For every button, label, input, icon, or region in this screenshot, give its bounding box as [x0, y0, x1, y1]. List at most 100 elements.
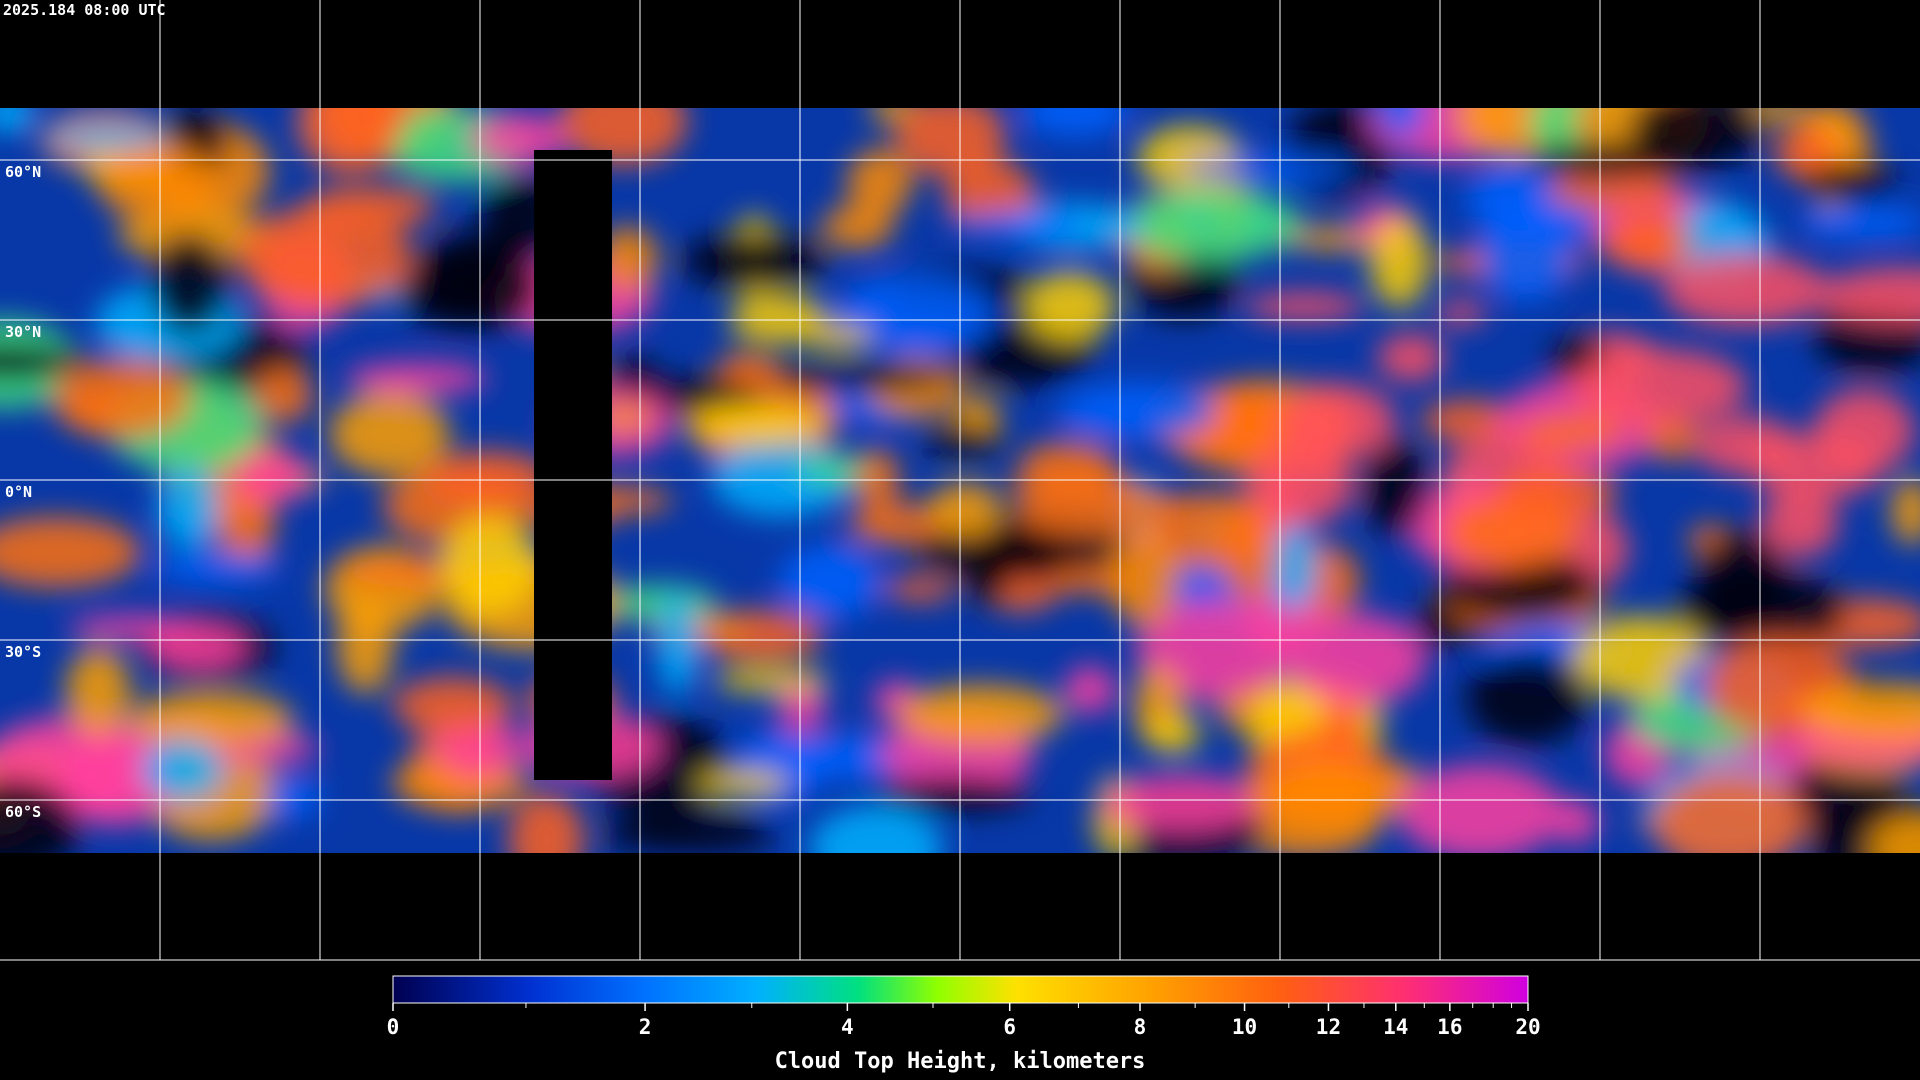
- cloud-blob: [896, 684, 1065, 745]
- cloud-blob: [1552, 798, 1600, 845]
- cloud-blob: [1652, 772, 1808, 853]
- cloud-blob: [1205, 396, 1286, 423]
- cloud-blob: [1803, 162, 1898, 204]
- cloud-blob: [1813, 388, 1915, 474]
- colorbar: 0 2 4 6 8 10 12 14 16 20: [387, 975, 1541, 1039]
- cloud-blob: [0, 108, 35, 134]
- satellite-gap: [534, 150, 612, 780]
- cloud-blob: [1244, 442, 1355, 527]
- cloud-blob: [928, 481, 1003, 538]
- cloud-blob: [716, 352, 779, 381]
- cloud-blob: [1063, 665, 1116, 714]
- cloud-blob: [1377, 333, 1445, 383]
- colorbar-tick-label: 8: [1134, 1015, 1147, 1039]
- cloud-blob: [1220, 499, 1277, 602]
- cloud-blob: [440, 514, 539, 616]
- cloud-blob: [1416, 599, 1458, 648]
- cloud-blob: [1145, 715, 1202, 754]
- cloud-blob: [955, 212, 1085, 238]
- cloud-blob: [1570, 348, 1748, 426]
- cloud-blob: [1185, 155, 1356, 181]
- colorbar-tick-label: 4: [841, 1015, 854, 1039]
- cloud-blob: [344, 362, 489, 395]
- cloud-blob: [0, 344, 87, 380]
- cloud-blob: [252, 367, 314, 424]
- cloud-blob: [1697, 529, 1786, 625]
- colorbar-tick-label: 0: [387, 1015, 400, 1039]
- cloud-blob: [1466, 650, 1589, 746]
- cloud-blob: [1397, 764, 1563, 853]
- cloud-blob: [1800, 682, 1920, 742]
- cloud-blob: [1495, 467, 1619, 516]
- cloud-blob: [507, 792, 585, 853]
- cloud-blob: [1645, 413, 1699, 462]
- cloud-blob: [149, 233, 229, 333]
- cloud-blob: [264, 777, 322, 818]
- cloud-blob: [820, 205, 894, 250]
- cloud-blob: [1122, 188, 1303, 262]
- colorbar-bar: [392, 975, 1529, 1004]
- cloud-blob: [729, 293, 829, 345]
- cloud-blob: [237, 205, 413, 308]
- cloud-blob: [656, 594, 699, 696]
- cloud-blob: [1018, 441, 1117, 491]
- colorbar-tick-label: 16: [1437, 1015, 1462, 1039]
- colorbar-tick-label: 10: [1232, 1015, 1257, 1039]
- cloud-blob: [1420, 399, 1517, 442]
- latitude-label: 60°S: [5, 803, 41, 821]
- timestamp: 2025.184 08:00 UTC: [3, 1, 166, 19]
- cloud-blob: [422, 450, 553, 506]
- cloud-blob: [916, 524, 1059, 576]
- cloud-blob: [836, 273, 994, 355]
- cloud-blob: [1631, 215, 1690, 268]
- cloud-blob: [336, 594, 395, 695]
- colorbar-tick-label: 20: [1515, 1015, 1540, 1039]
- cloud-blob: [96, 143, 218, 222]
- cloud-blob: [596, 225, 659, 291]
- cloud-blob: [1799, 205, 1920, 240]
- cloud-blob: [141, 738, 224, 801]
- cloud-blob: [1693, 415, 1799, 476]
- cloud-blob: [231, 450, 311, 503]
- cloud-blob: [1868, 813, 1920, 853]
- cloud-blob: [296, 108, 402, 175]
- latitude-label: 30°N: [5, 323, 41, 341]
- colorbar-tick-label: 14: [1383, 1015, 1408, 1039]
- cloud-blob: [1020, 108, 1130, 138]
- cloud-blob: [391, 676, 514, 735]
- cloud-blob: [1891, 477, 1920, 545]
- cloud-blob: [1629, 108, 1763, 169]
- cloud-blob: [923, 425, 1001, 457]
- cloud-blob: [1760, 488, 1839, 558]
- cloud-blob: [777, 364, 952, 392]
- cloud-blob: [804, 325, 872, 351]
- colorbar-tick-label: 12: [1316, 1015, 1341, 1039]
- cloud-blob: [681, 232, 828, 290]
- latitude-label: 0°N: [5, 483, 32, 501]
- cloud-blob: [696, 770, 789, 797]
- cloud-blob: [51, 358, 190, 440]
- cloud-blob: [1057, 382, 1217, 440]
- cloud-blob: [1784, 758, 1905, 834]
- cloud-blob: [396, 251, 542, 331]
- cloud-blob: [1270, 521, 1317, 613]
- colorbar-label: Cloud Top Height, kilometers: [775, 1049, 1146, 1074]
- cloud-blob: [1249, 764, 1410, 829]
- cloud-blob: [1369, 216, 1430, 309]
- cloud-blob: [779, 544, 880, 619]
- cloud-blob: [1014, 481, 1180, 537]
- cloud-blob: [58, 726, 175, 827]
- cloud-blob: [1100, 774, 1264, 832]
- cloud-blob: [1773, 125, 1837, 179]
- cloud-blob: [157, 466, 220, 550]
- cloud-blob: [1288, 613, 1427, 707]
- cloud-blob: [127, 691, 295, 748]
- cloud-blob: [873, 777, 1032, 813]
- cloud-blob: [65, 647, 131, 737]
- cloud-blob: [884, 576, 956, 602]
- cloud-blob: [153, 552, 279, 584]
- cloud-blob: [1436, 301, 1487, 326]
- cloud-blob: [809, 805, 944, 853]
